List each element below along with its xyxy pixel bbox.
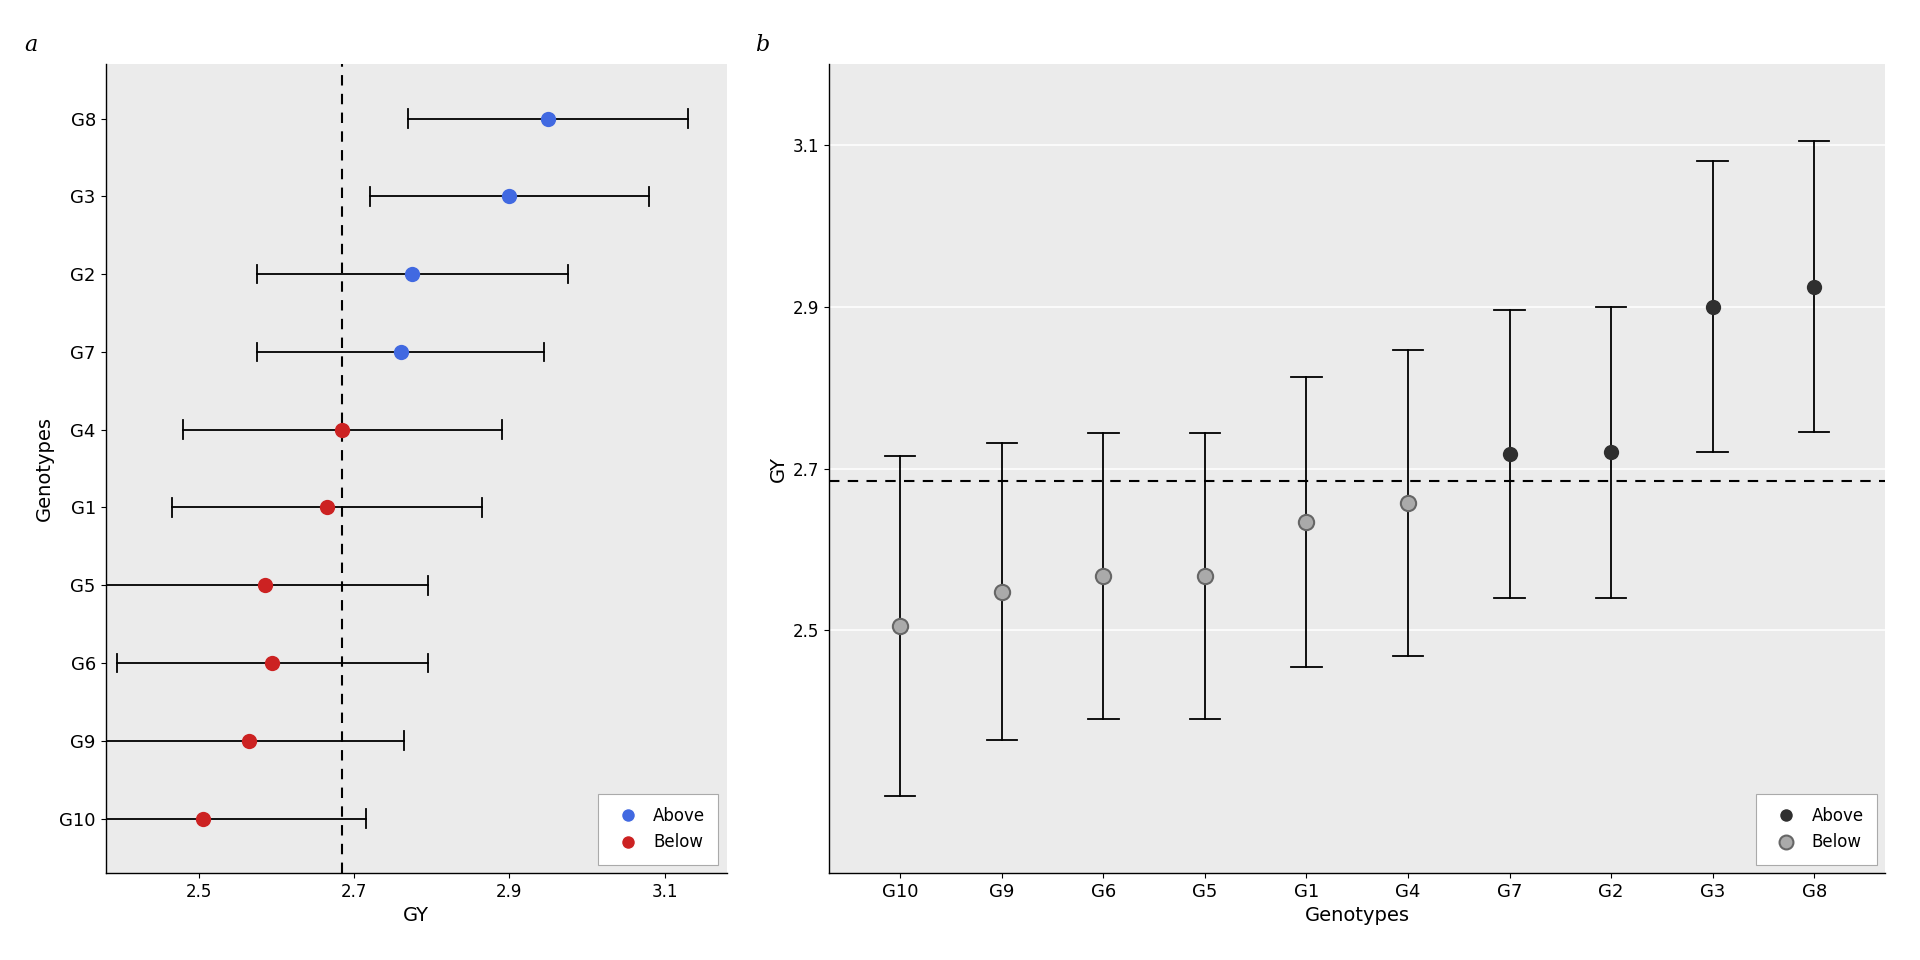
Y-axis label: Genotypes: Genotypes xyxy=(35,416,54,521)
Legend: Above, Below: Above, Below xyxy=(1757,794,1878,865)
Text: b: b xyxy=(755,34,770,56)
Text: a: a xyxy=(25,34,38,56)
Y-axis label: GY: GY xyxy=(768,456,787,482)
Legend: Above, Below: Above, Below xyxy=(597,794,718,865)
X-axis label: GY: GY xyxy=(403,906,428,925)
X-axis label: Genotypes: Genotypes xyxy=(1306,906,1409,925)
